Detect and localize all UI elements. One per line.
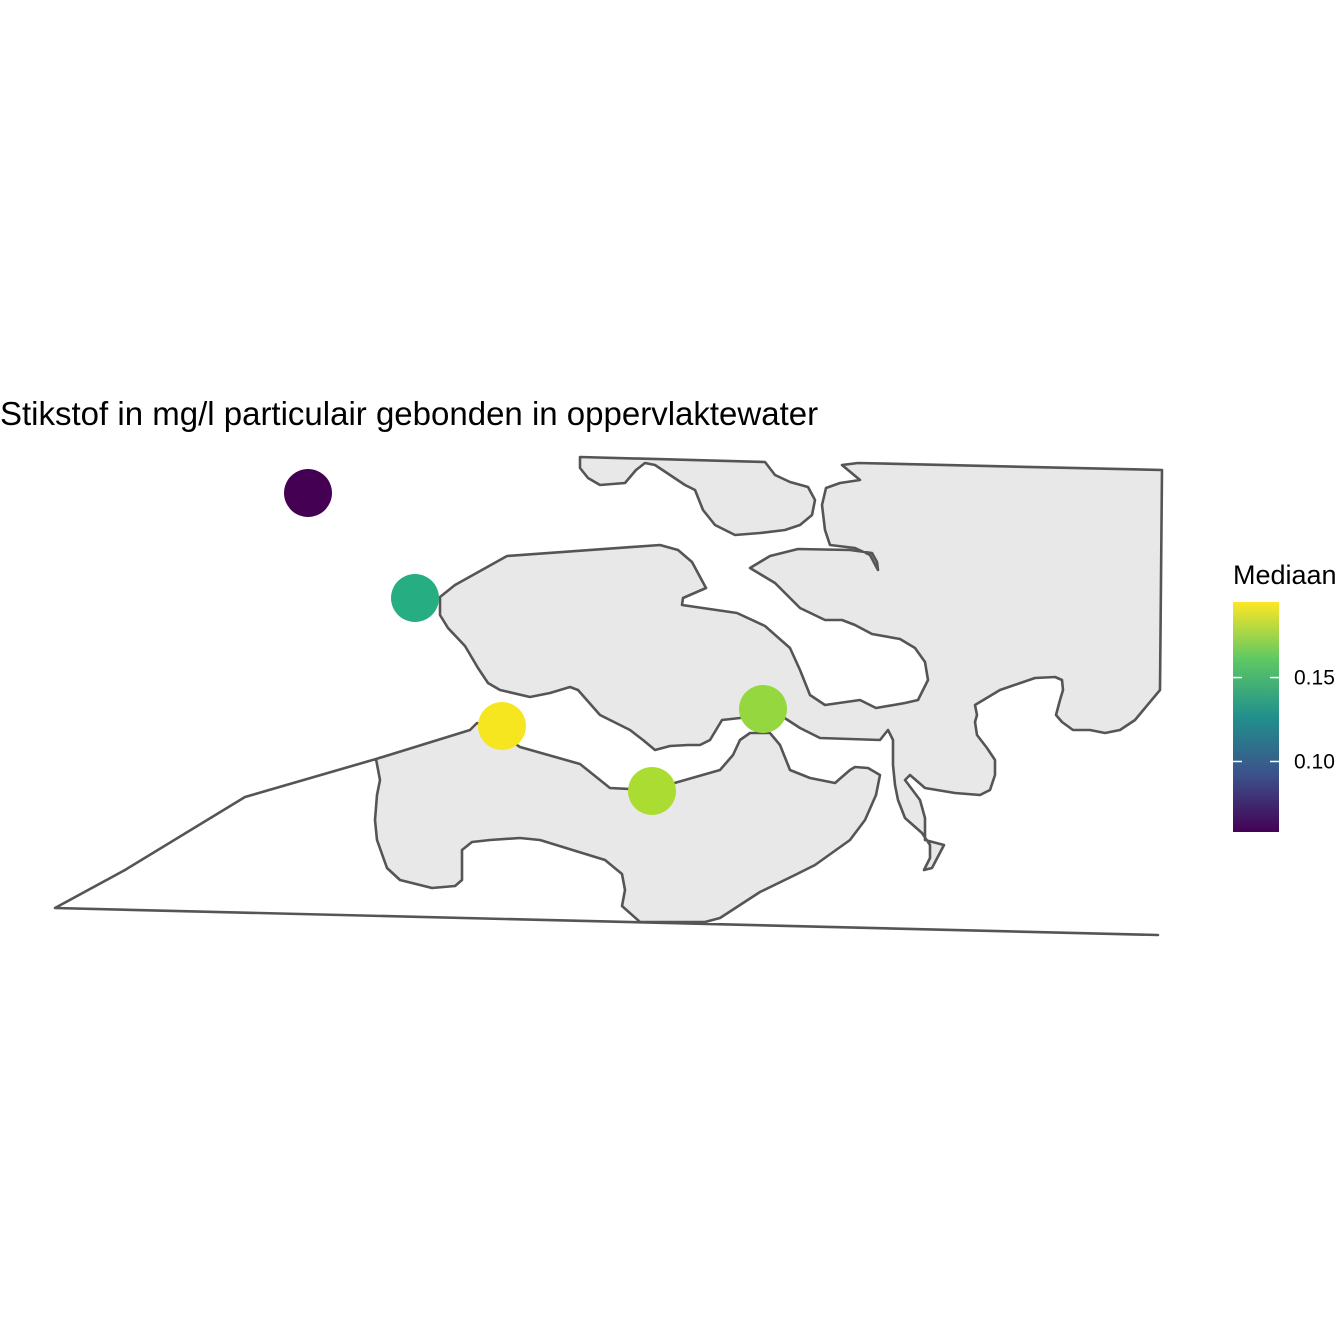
map-title: Stikstof in mg/l particulair gebonden in… — [0, 395, 818, 432]
station-marker — [478, 702, 526, 750]
legend-title: Mediaan — [1233, 560, 1337, 590]
legend-tick-label: 0.10 — [1294, 750, 1335, 773]
stations-layer — [284, 469, 787, 815]
station-marker — [391, 574, 439, 622]
legend-ticks: 0.15 0.10 — [1233, 667, 1335, 773]
legend-colorbar — [1233, 602, 1279, 832]
legend-tick-label: 0.15 — [1294, 667, 1335, 690]
land-central-peninsula — [438, 461, 1164, 872]
land-layer — [53, 455, 1164, 937]
land-northern-island — [578, 455, 817, 537]
station-marker — [284, 469, 332, 517]
station-marker — [628, 767, 676, 815]
station-marker — [739, 685, 787, 733]
legend: Mediaan 0.15 0.10 — [1233, 560, 1337, 832]
